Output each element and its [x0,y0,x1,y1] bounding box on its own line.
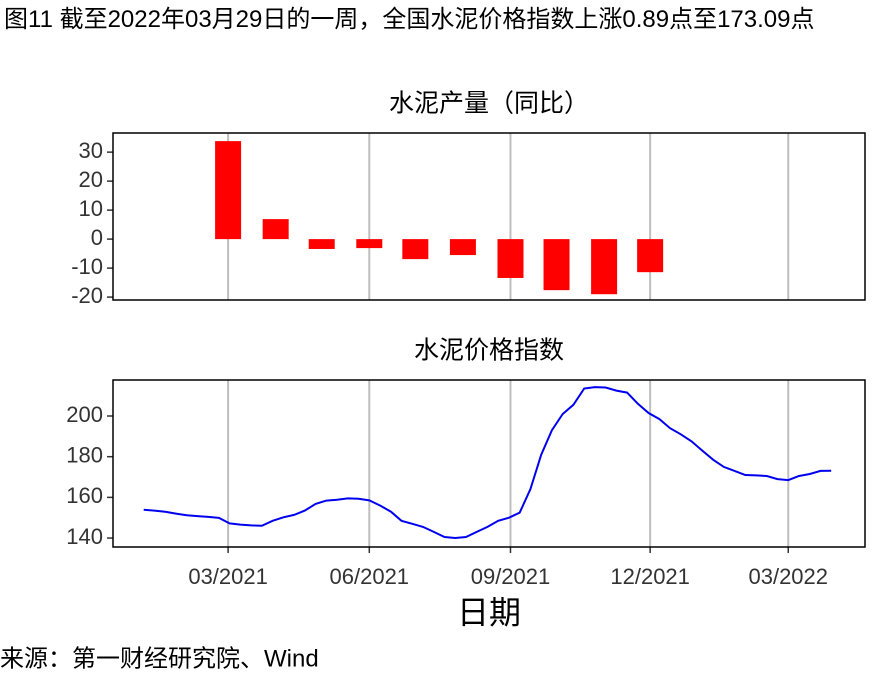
panel-title: 水泥产量（同比） [389,90,589,118]
y-tick-label: 200 [66,402,103,427]
bar [637,239,664,273]
y-tick-label: 0 [91,225,103,250]
bar [591,239,618,295]
y-tick-label: 30 [79,138,103,163]
x-tick-label: 06/2021 [330,564,410,589]
bar [449,239,476,256]
y-tick-label: 160 [66,483,103,508]
bar [308,239,335,249]
x-tick-label: 12/2021 [610,564,690,589]
bar [262,219,289,240]
x-tick-label: 09/2021 [471,564,551,589]
y-tick-label: 10 [79,196,103,221]
bar [543,239,570,291]
figure-title: 图11 截至2022年03月29日的一周，全国水泥价格指数上涨0.89点至173… [4,6,815,33]
source: 来源：第一财经研究院、Wind [0,645,319,672]
x-tick-label: 03/2021 [188,564,268,589]
plot-frame [112,132,866,301]
bar [356,239,383,249]
panel-title: 水泥价格指数 [414,337,564,365]
bar [497,239,524,278]
bar [215,141,242,240]
y-tick-label: 140 [66,524,103,549]
line [143,386,832,540]
x-axis-label: 日期 [457,594,521,630]
bar [402,239,429,260]
plot-frame [112,379,866,548]
x-tick-label: 03/2022 [748,564,828,589]
y-tick-label: -10 [71,254,103,279]
y-tick-label: -20 [71,283,103,308]
y-tick-label: 20 [79,167,103,192]
y-tick-label: 180 [66,442,103,467]
